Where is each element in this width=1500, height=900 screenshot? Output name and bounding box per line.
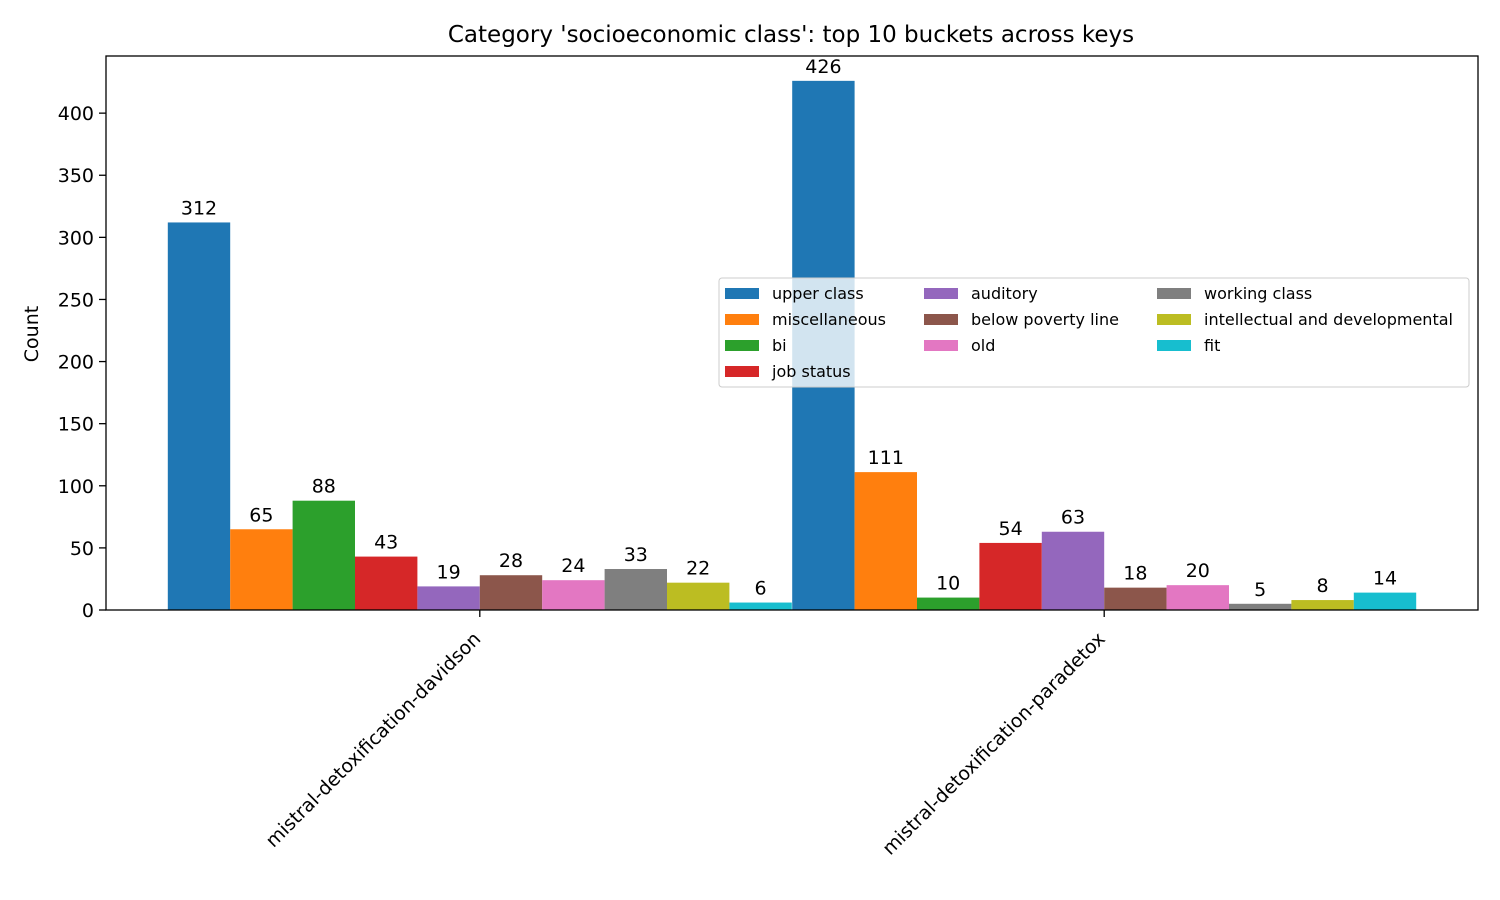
- legend-swatch: [1157, 314, 1191, 325]
- y-axis: 0 50 100 150 200 250 300 350 400: [58, 103, 106, 622]
- legend-swatch: [725, 314, 759, 325]
- legend-entry-label: working class: [1204, 284, 1312, 303]
- legend-entry-label: bi: [772, 336, 787, 355]
- bar-0-5: [479, 575, 543, 610]
- bar-1-3: [979, 542, 1042, 610]
- x-axis: mistral-detoxification-davidson mistral-d…: [261, 610, 1110, 860]
- bar-0-0: [167, 222, 231, 610]
- legend-swatch: [725, 340, 759, 351]
- y-tick-label: 300: [58, 227, 94, 249]
- bar-1-1: [854, 472, 917, 610]
- legend-swatch: [924, 288, 958, 299]
- bar-0-6: [542, 580, 605, 610]
- legend-swatch: [924, 314, 958, 325]
- bar-value-label: 33: [624, 544, 648, 566]
- bar-value-label: 312: [181, 197, 217, 219]
- bar-value-label: 63: [1061, 507, 1085, 529]
- legend-entry-label: old: [971, 336, 995, 355]
- bar-value-label: 65: [249, 504, 273, 526]
- y-tick-label: 400: [58, 103, 94, 125]
- chart-title: Category 'socioeconomic class': top 10 b…: [448, 22, 1134, 48]
- legend-entry-label: miscellaneous: [772, 310, 886, 329]
- legend-entry-label: below poverty line: [971, 310, 1119, 329]
- y-tick-label: 200: [58, 352, 94, 374]
- legend-swatch: [725, 366, 759, 377]
- bar-1-8: [1291, 600, 1354, 610]
- legend-box: [718, 277, 1470, 388]
- bar-value-label: 24: [561, 555, 585, 577]
- bar-value-label: 18: [1123, 563, 1147, 585]
- bar-value-label: 88: [312, 476, 336, 498]
- bar-1-6: [1166, 585, 1229, 610]
- y-tick-label: 350: [58, 165, 94, 187]
- bar-value-label: 8: [1317, 575, 1329, 597]
- bar-0-9: [729, 602, 792, 610]
- legend-swatch: [924, 340, 958, 351]
- legend-swatch: [1157, 288, 1191, 299]
- bar-value-label: 43: [374, 532, 398, 554]
- bar-0-4: [417, 586, 480, 610]
- legend-entry-label: upper class: [772, 284, 864, 303]
- bar-value-label: 10: [936, 573, 960, 595]
- bar-0-1: [230, 529, 293, 610]
- bar-0-8: [667, 582, 730, 610]
- bar-1-9: [1353, 592, 1417, 610]
- y-tick-label: 50: [70, 538, 94, 560]
- bar-value-label: 20: [1186, 560, 1210, 582]
- y-axis-label: Count: [21, 306, 43, 362]
- x-tick-label: mistral-detoxification-paradetox: [878, 628, 1110, 860]
- bar-value-label: 14: [1373, 568, 1397, 590]
- bar-1-7: [1229, 603, 1292, 610]
- bar-value-label: 28: [499, 550, 523, 572]
- y-tick-label: 100: [58, 476, 94, 498]
- bar-1-4: [1041, 531, 1105, 610]
- bar-value-label: 6: [755, 578, 767, 600]
- legend-entry-label: job status: [771, 362, 851, 381]
- bar-value-label: 111: [868, 447, 904, 469]
- legend: upper class miscellaneous bi job status audi…: [718, 277, 1470, 388]
- legend-entry-label: fit: [1204, 336, 1220, 355]
- bar-value-label: 22: [686, 558, 710, 580]
- legend-entry-label: auditory: [971, 284, 1038, 303]
- bar-value-label: 426: [805, 56, 841, 78]
- bar-1-2: [917, 597, 980, 610]
- bar-value-label: 54: [999, 518, 1023, 540]
- legend-swatch: [725, 288, 759, 299]
- y-tick-label: 250: [58, 289, 94, 311]
- bar-0-3: [355, 556, 418, 610]
- y-tick-label: 0: [82, 600, 94, 622]
- bar-labels-layer: 312 426 65 111 88 10 43 54 19 63 28 18 24 20 33 5 22 8 6 14: [181, 56, 1397, 601]
- bar-value-label: 5: [1254, 579, 1266, 601]
- x-tick-label: mistral-detoxification-davidson: [261, 628, 485, 852]
- legend-entry-label: intellectual and developmental: [1204, 310, 1453, 329]
- bar-0-2: [292, 500, 355, 610]
- bar-0-7: [604, 569, 667, 610]
- bar-value-label: 19: [437, 561, 461, 583]
- bar-1-5: [1104, 587, 1167, 610]
- y-tick-label: 150: [58, 414, 94, 436]
- legend-swatch: [1157, 340, 1191, 351]
- plot-frame: [105, 55, 1479, 611]
